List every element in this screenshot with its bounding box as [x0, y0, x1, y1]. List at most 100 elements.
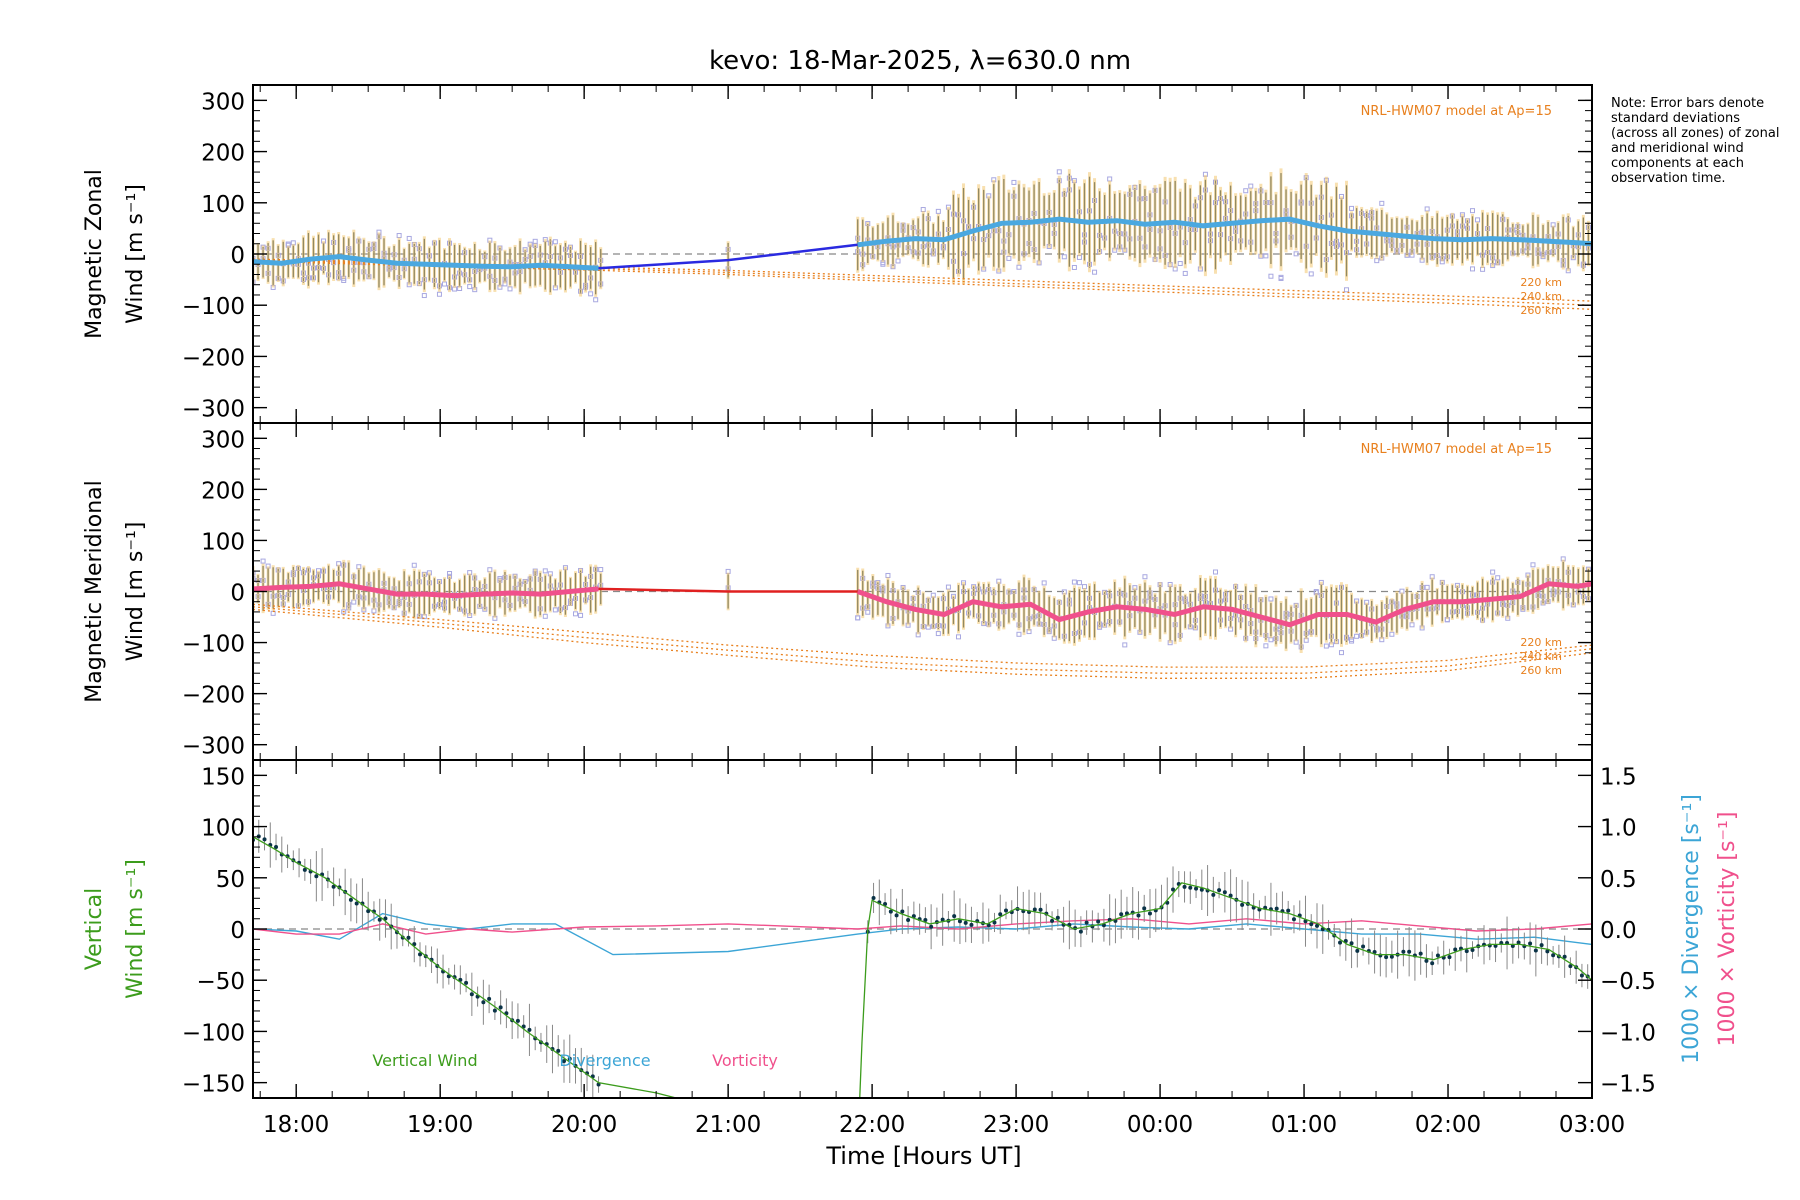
- zone-point: [1495, 575, 1501, 581]
- model-label: NRL-HWM07 model at Ap=15: [1361, 104, 1552, 119]
- vertical-marker: [567, 1056, 572, 1061]
- vertical-wind-panel: Vertical Wind Divergence Vorticity 1.5 1.0 0.…: [82, 759, 1740, 1099]
- vertical-marker: [256, 834, 261, 839]
- vertical-marker: [929, 924, 934, 929]
- zone-point: [1107, 176, 1113, 182]
- zone-point: [955, 634, 961, 640]
- vertical-marker: [1568, 964, 1573, 969]
- vertical-marker: [1418, 951, 1423, 956]
- zone-point: [1142, 574, 1148, 580]
- vertical-marker: [940, 917, 945, 922]
- vertical-marker: [274, 844, 279, 849]
- vertical-marker: [1355, 948, 1360, 953]
- x-tick-label: 20:00: [551, 1112, 617, 1138]
- divergence-line: [253, 912, 1592, 956]
- zone-points: [253, 556, 1591, 656]
- vertical-marker: [1430, 961, 1435, 966]
- model-curve-240km: [253, 259, 1592, 306]
- model-label: NRL-HWM07 model at Ap=15: [1361, 442, 1552, 457]
- zone-point: [1424, 206, 1430, 212]
- vertical-marker: [1338, 940, 1343, 945]
- mean-wind-line-1: [253, 581, 599, 599]
- vertical-marker: [911, 914, 916, 919]
- vertical-marker: [1050, 918, 1055, 923]
- zone-point: [406, 235, 412, 241]
- y-axis-label-2: Wind [m s⁻¹]: [123, 859, 148, 999]
- interpolated-segment: [598, 243, 858, 270]
- vertical-marker: [1171, 887, 1176, 892]
- time-axis: 18:00 19:00 20:00 21:00 22:00 23:00 00:00 01:00…: [263, 1112, 1625, 1170]
- model-band: [253, 559, 1590, 653]
- vertical-marker: [331, 884, 336, 889]
- y-tick-label: −200: [182, 683, 245, 709]
- plot-area: [253, 819, 1592, 1098]
- vertical-marker: [1194, 886, 1199, 891]
- vertical-marker: [1372, 949, 1377, 954]
- y2-tick-label: 0.0: [1600, 918, 1637, 944]
- zone-point: [542, 568, 548, 574]
- x-tick-label: 21:00: [695, 1112, 761, 1138]
- x-tick-label: 03:00: [1559, 1112, 1625, 1138]
- zone-point: [1016, 631, 1022, 637]
- zone-point: [1056, 169, 1062, 175]
- vertical-marker: [487, 996, 492, 1001]
- vertical-marker: [1228, 893, 1233, 898]
- zone-point: [1182, 270, 1188, 276]
- vertical-marker: [1407, 949, 1412, 954]
- zone-point: [396, 233, 402, 239]
- vertical-marker: [1315, 923, 1320, 928]
- zone-point: [1293, 251, 1299, 257]
- zone-point: [1349, 205, 1355, 211]
- vertical-marker: [1055, 915, 1060, 920]
- zone-point: [532, 238, 538, 244]
- zone-point: [1081, 584, 1087, 590]
- zone-point: [253, 279, 256, 285]
- zone-point: [1268, 273, 1274, 279]
- zone-point: [253, 255, 256, 261]
- vertical-marker: [923, 918, 928, 923]
- vertical-marker: [1222, 890, 1227, 895]
- zone-point: [1469, 208, 1475, 214]
- vorticity-line: [253, 918, 1592, 935]
- vertical-marker: [1579, 973, 1584, 978]
- zone-point: [351, 599, 357, 605]
- zone-point: [447, 571, 453, 577]
- vertical-marker: [262, 837, 267, 842]
- zone-point: [467, 284, 473, 290]
- zone-point: [260, 558, 266, 564]
- model-level-label: 220 km: [1520, 636, 1562, 649]
- zone-point: [411, 562, 417, 568]
- vertical-marker: [1217, 888, 1222, 893]
- vertical-marker: [1188, 885, 1193, 890]
- vertical-marker: [1004, 908, 1009, 913]
- y-tick-label: 0: [230, 243, 245, 269]
- zone-point: [1278, 275, 1284, 281]
- vertical-marker: [469, 992, 474, 997]
- vertical-marker: [992, 920, 997, 925]
- vertical-markers: [253, 834, 1590, 1087]
- legend-divergence: Divergence: [559, 1051, 650, 1070]
- vertical-wind-line: [253, 836, 1592, 1098]
- vertical-marker: [1516, 940, 1521, 945]
- vertical-marker: [1551, 953, 1556, 958]
- y-axis-label-2: Wind [m s⁻¹]: [123, 522, 148, 662]
- vertical-marker: [1142, 906, 1147, 911]
- zone-point: [1092, 269, 1098, 275]
- x-tick-label: 18:00: [263, 1112, 329, 1138]
- y-tick-label: 300: [201, 89, 245, 115]
- model-curve-240km: [253, 606, 1592, 674]
- vertical-marker: [1078, 929, 1083, 934]
- zone-point: [935, 208, 941, 214]
- y2-tick-label: 1.5: [1600, 764, 1637, 790]
- vertical-marker: [1136, 913, 1141, 918]
- zone-point: [1379, 200, 1385, 206]
- x-tick-label: 01:00: [1271, 1112, 1337, 1138]
- zone-point: [1061, 254, 1067, 260]
- model-level-label: 260 km: [1520, 664, 1562, 677]
- vertical-marker: [527, 1027, 532, 1032]
- vertical-marker: [906, 917, 911, 922]
- vertical-marker: [1349, 941, 1354, 946]
- plot-area: [253, 556, 1592, 679]
- vertical-marker: [1119, 912, 1124, 917]
- y-axis-label-2: Wind [m s⁻¹]: [123, 184, 148, 324]
